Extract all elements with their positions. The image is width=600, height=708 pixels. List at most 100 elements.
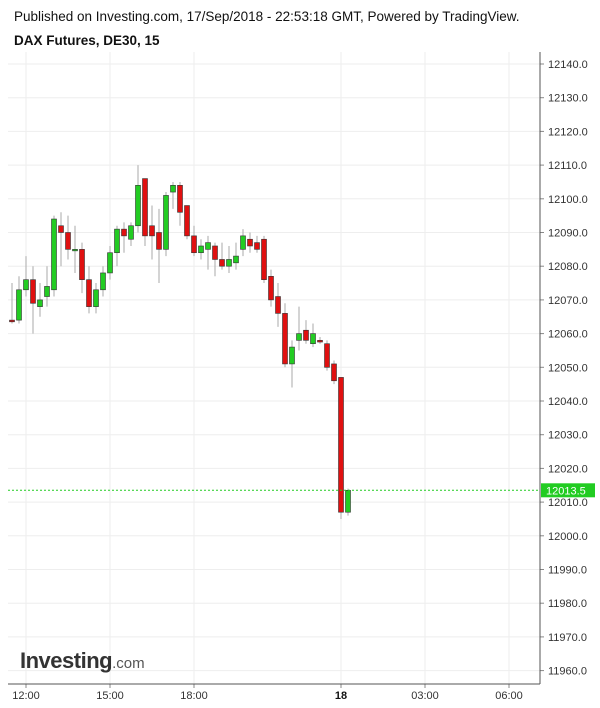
candle-body <box>233 255 239 264</box>
candle-down <box>184 205 190 240</box>
y-tick-label: 12050.0 <box>548 362 588 374</box>
candle-body <box>128 225 134 240</box>
candle-up <box>51 215 57 297</box>
candle-body <box>142 178 148 237</box>
y-tick-label: 12000.0 <box>548 531 588 543</box>
chart-axes <box>8 52 544 688</box>
candle-body <box>135 185 141 227</box>
candle-body <box>289 346 295 365</box>
candle-up <box>93 283 99 314</box>
candle-up <box>44 266 50 307</box>
candle-up <box>114 225 120 267</box>
candle-body <box>23 279 29 291</box>
candle-down <box>317 336 323 344</box>
candle-down <box>149 205 155 260</box>
candle-body <box>198 245 204 254</box>
candle-up <box>170 181 176 209</box>
candle-down <box>30 266 36 334</box>
candle-body <box>177 185 183 213</box>
candle-up <box>289 340 295 388</box>
current-price-marker: 12013.5 <box>8 483 595 498</box>
candle-body <box>163 195 169 250</box>
y-tick-label: 11960.0 <box>548 666 587 678</box>
x-tick-label: 03:00 <box>411 690 439 702</box>
instrument-title: DAX Futures, DE30, 15 <box>14 33 160 48</box>
candle-up <box>37 283 43 317</box>
candle-down <box>79 242 85 294</box>
y-tick-label: 12060.0 <box>548 329 588 341</box>
candle-body <box>261 238 267 280</box>
candle-down <box>247 232 253 253</box>
y-tick-label: 12070.0 <box>548 295 588 307</box>
candle-down <box>191 225 197 257</box>
candle-body <box>58 225 64 233</box>
grid-lines <box>8 52 540 684</box>
candle-body <box>331 363 337 382</box>
y-tick-label: 12100.0 <box>548 194 588 206</box>
candle-up <box>23 256 29 297</box>
candle-body <box>184 205 190 237</box>
x-tick-label: 18:00 <box>180 690 208 702</box>
logo-suffix: .com <box>112 655 145 672</box>
y-tick-label: 12040.0 <box>548 396 588 408</box>
y-tick-label: 11990.0 <box>548 565 587 577</box>
candle-body <box>247 238 253 247</box>
candle-body <box>303 329 309 341</box>
candle-down <box>156 208 162 284</box>
candle-body <box>16 289 22 321</box>
candle-down <box>212 242 218 277</box>
candle-down <box>261 235 267 284</box>
current-price-badge <box>541 483 595 498</box>
candle-down <box>303 320 309 344</box>
candle-body <box>170 185 176 193</box>
candle-body <box>37 299 43 307</box>
candle-up <box>16 276 22 324</box>
candle-up <box>296 306 302 351</box>
candle-body <box>268 276 274 301</box>
y-tick-label: 12130.0 <box>548 93 588 105</box>
candle-body <box>296 333 302 341</box>
candle-up <box>72 225 78 273</box>
candle-body <box>282 313 288 365</box>
y-tick-label: 12080.0 <box>548 261 588 273</box>
x-tick-label: 06:00 <box>495 690 523 702</box>
candle-body <box>191 235 197 254</box>
candle-up <box>345 488 351 516</box>
candle-down <box>219 242 225 270</box>
candle-body <box>219 259 225 267</box>
candle-body <box>212 245 218 260</box>
candle-up <box>135 165 141 233</box>
candle-series <box>9 165 351 519</box>
candle-down <box>338 377 344 519</box>
y-tick-label: 12090.0 <box>548 228 588 240</box>
candle-body <box>156 232 162 250</box>
candle-body <box>9 319 15 323</box>
y-tick-label: 12110.0 <box>548 160 587 172</box>
candle-body <box>114 228 120 254</box>
candle-body <box>310 333 316 345</box>
y-tick-label: 12030.0 <box>548 430 588 442</box>
current-price-label: 12013.5 <box>546 485 586 497</box>
candle-down <box>142 178 148 246</box>
candle-down <box>268 269 274 307</box>
candle-body <box>338 377 344 513</box>
candle-up <box>310 323 316 348</box>
x-tick-label: 15:00 <box>96 690 124 702</box>
candle-body <box>205 242 211 250</box>
candle-up <box>198 239 204 260</box>
x-tick-label: 12:00 <box>12 690 40 702</box>
y-tick-label: 12140.0 <box>548 59 588 71</box>
candle-down <box>65 215 71 260</box>
candle-up <box>107 245 113 280</box>
published-caption: Published on Investing.com, 17/Sep/2018 … <box>14 9 520 24</box>
candle-down <box>254 235 260 253</box>
candle-up <box>205 235 211 270</box>
candle-down <box>58 212 64 267</box>
candle-body <box>275 296 281 314</box>
y-tick-label: 12020.0 <box>548 463 588 475</box>
candle-up <box>240 229 246 257</box>
candle-body <box>93 289 99 307</box>
candle-body <box>226 259 232 267</box>
candle-body <box>44 286 50 297</box>
